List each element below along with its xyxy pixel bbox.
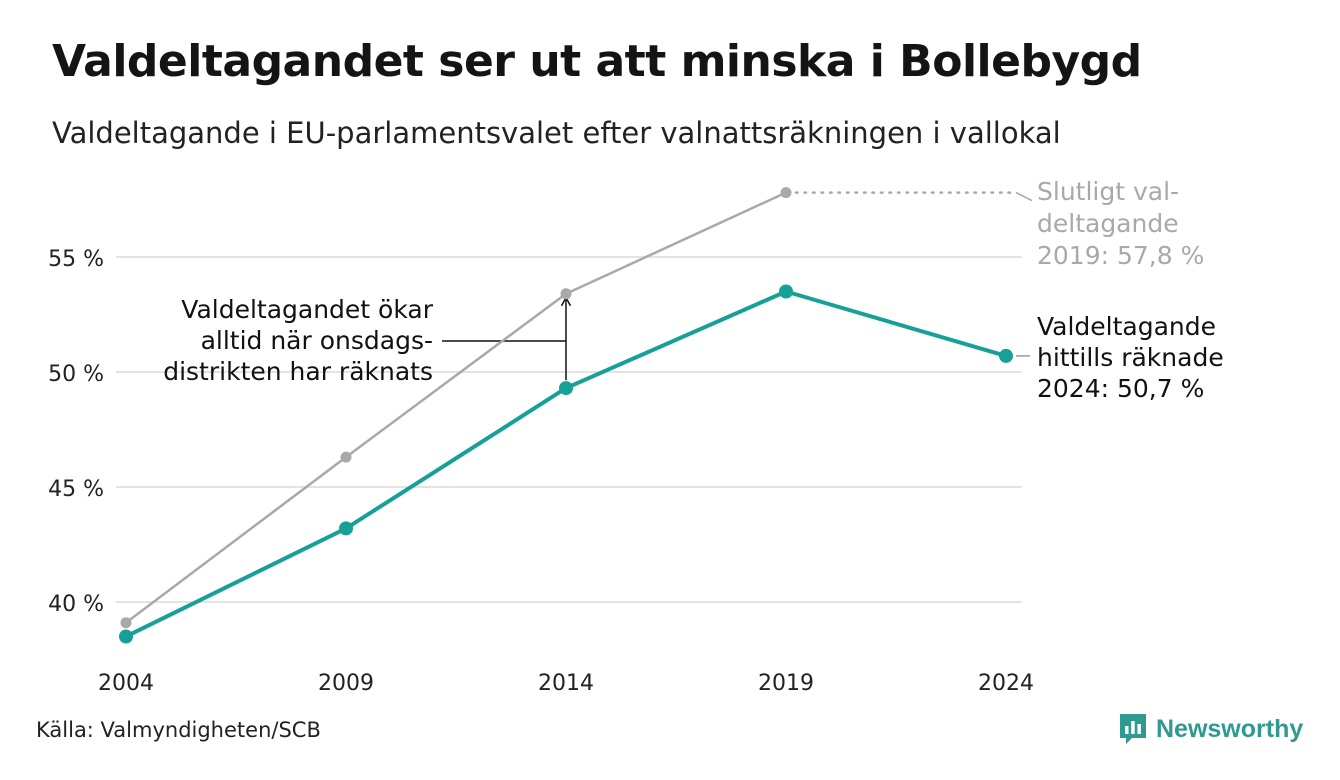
- brand-name: Newsworthy: [1156, 714, 1304, 743]
- data-point-final: [560, 288, 572, 300]
- x-tick-label: 2009: [318, 671, 374, 696]
- gridlines: [116, 256, 1022, 603]
- data-point-final: [120, 617, 132, 629]
- y-tick-label: 55 %: [48, 247, 104, 272]
- note-label: Valdeltagandet ökar alltid när onsdags-di…: [163, 295, 433, 386]
- x-axis-ticks: 2004 2009 2014 2019 2024: [98, 671, 1034, 696]
- data-point-final: [780, 187, 792, 199]
- data-point-election-night: [339, 521, 353, 536]
- y-tick-label: 50 %: [48, 362, 104, 387]
- final-value-leader-tick: [1015, 191, 1033, 202]
- series: [119, 187, 1013, 644]
- y-tick-label: 45 %: [48, 477, 104, 502]
- y-axis-ticks: 40 % 45 % 50 % 55 %: [48, 247, 104, 617]
- final-value-label: Slutligt val-deltagande 2019: 57,8 %: [1037, 177, 1204, 270]
- x-tick-label: 2014: [538, 671, 594, 696]
- data-point-final: [340, 451, 352, 463]
- x-tick-label: 2019: [758, 671, 814, 696]
- x-tick-label: 2024: [978, 671, 1034, 696]
- annotation-labels: Slutligt val-deltagande 2019: 57,8 % Valde…: [163, 177, 1223, 403]
- brand-logo: Newsworthy: [1118, 712, 1303, 746]
- data-point-election-night: [559, 381, 573, 396]
- source-note: Källa: Valmyndigheten/SCB: [36, 718, 321, 742]
- newsworthy-logo-icon: [1120, 714, 1146, 744]
- data-point-election-night: [119, 629, 133, 644]
- data-point-election-night: [779, 284, 793, 299]
- current-value-label: Valdeltagande hittills räknade 2024: 50,7 …: [1037, 312, 1224, 403]
- annotation-leaders: [442, 191, 1033, 381]
- chart-subtitle: Valdeltagande i EU-parlamentsvalet efter…: [52, 116, 1061, 150]
- series-line-final: [125, 191, 787, 624]
- data-point-election-night: [999, 348, 1013, 363]
- chart-title: Valdeltagandet ser ut att minska i Bolle…: [52, 36, 1142, 87]
- x-tick-label: 2004: [98, 671, 154, 696]
- y-tick-label: 40 %: [48, 592, 104, 617]
